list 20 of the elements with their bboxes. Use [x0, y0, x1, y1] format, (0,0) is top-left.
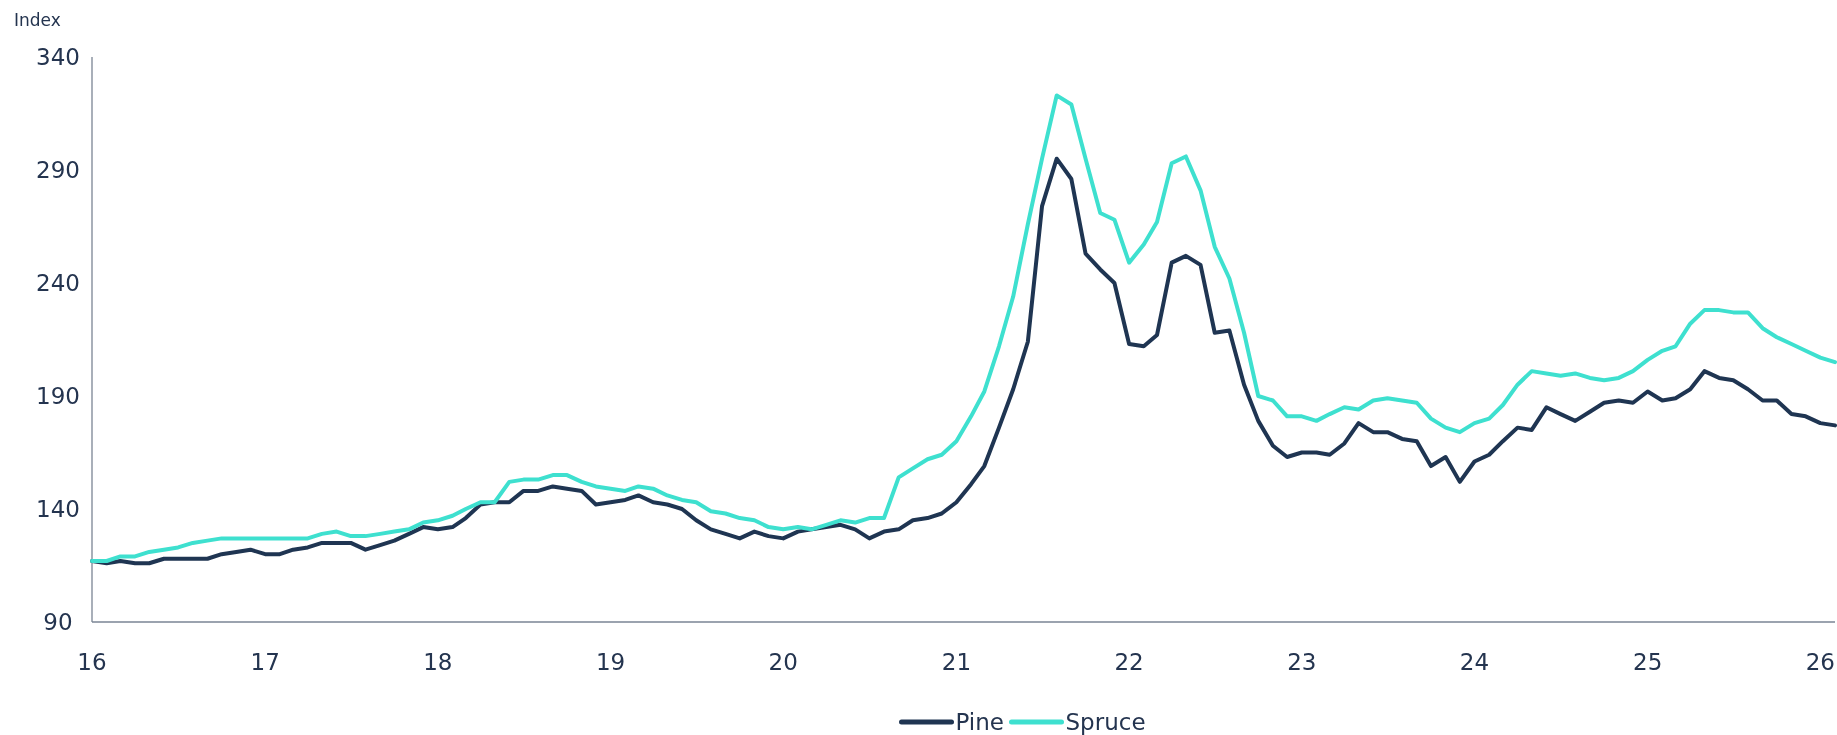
y-axis-title: Index [14, 10, 61, 30]
y-tick-label: 340 [36, 44, 80, 71]
x-tick-label: 18 [423, 649, 453, 675]
x-tick-label: 26 [1805, 649, 1835, 675]
y-tick-label: 290 [36, 157, 80, 184]
y-tick-label: 240 [36, 270, 80, 297]
legend-label: Pine [955, 709, 1004, 735]
y-tick-label: 140 [36, 496, 80, 523]
x-tick-label: 22 [1114, 649, 1144, 675]
x-tick-label: 16 [77, 649, 107, 675]
x-tick-label: 25 [1633, 649, 1663, 675]
x-tick-label: 19 [595, 649, 626, 675]
y-tick-label: 90 [43, 609, 73, 636]
x-tick-label: 23 [1287, 649, 1317, 675]
x-tick-label: 20 [768, 649, 798, 675]
legend-label: Spruce [1065, 709, 1146, 735]
x-tick-label: 24 [1459, 649, 1490, 675]
y-tick-label: 190 [36, 383, 80, 410]
x-tick-label: 17 [250, 649, 280, 675]
x-tick-label: 21 [941, 649, 972, 675]
